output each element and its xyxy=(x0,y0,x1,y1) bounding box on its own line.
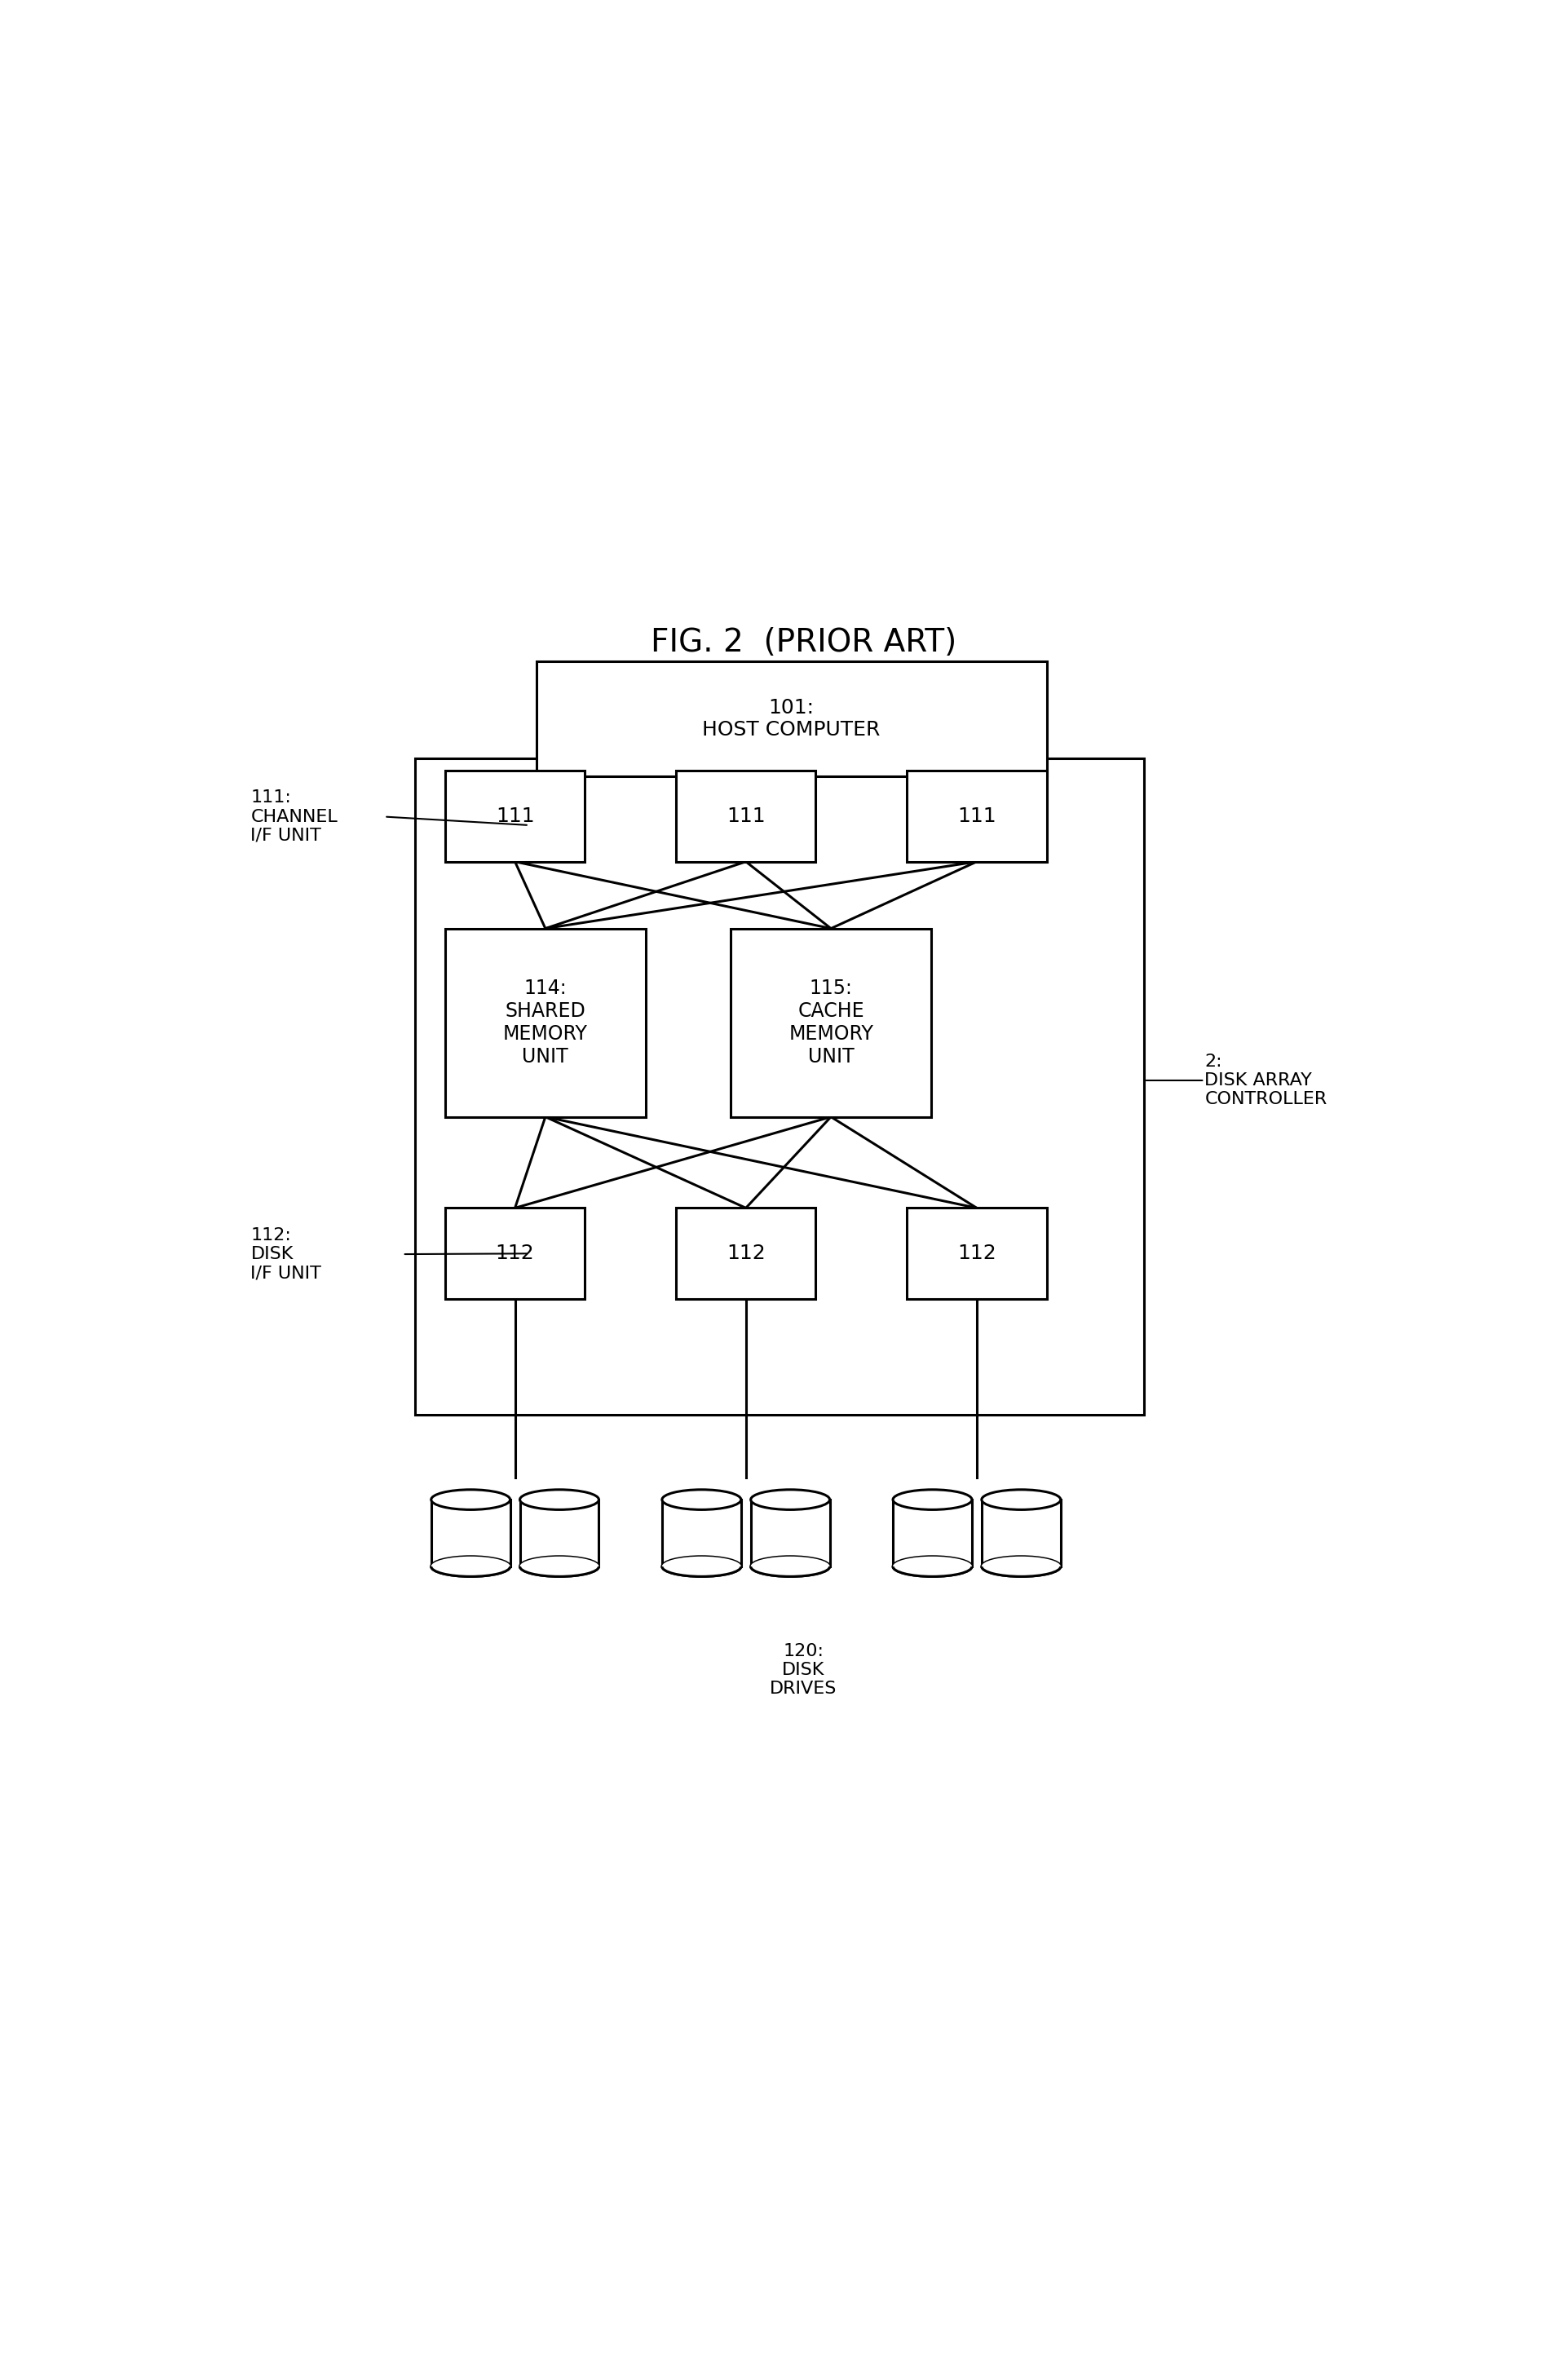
Ellipse shape xyxy=(662,1556,742,1577)
Bar xyxy=(676,770,815,862)
Text: 111:
CHANNEL
I/F UNIT: 111: CHANNEL I/F UNIT xyxy=(251,789,337,843)
Ellipse shape xyxy=(521,1489,599,1511)
Text: 112: 112 xyxy=(958,1243,996,1265)
Ellipse shape xyxy=(662,1489,742,1511)
Text: 111: 111 xyxy=(495,805,535,826)
Ellipse shape xyxy=(431,1489,510,1511)
Text: 2:
DISK ARRAY
CONTROLLER: 2: DISK ARRAY CONTROLLER xyxy=(1204,1054,1327,1108)
Ellipse shape xyxy=(521,1556,599,1577)
Ellipse shape xyxy=(751,1489,829,1511)
Bar xyxy=(731,928,931,1118)
Text: 111: 111 xyxy=(726,805,765,826)
Text: 101:
HOST COMPUTER: 101: HOST COMPUTER xyxy=(702,699,881,739)
Bar xyxy=(445,1208,585,1300)
Ellipse shape xyxy=(892,1556,972,1577)
Ellipse shape xyxy=(892,1489,972,1511)
Bar xyxy=(536,661,1047,777)
Ellipse shape xyxy=(892,1556,972,1577)
Ellipse shape xyxy=(751,1556,829,1577)
Text: 112: 112 xyxy=(726,1243,765,1265)
Bar xyxy=(445,770,585,862)
Text: FIG. 2  (PRIOR ART): FIG. 2 (PRIOR ART) xyxy=(651,628,956,658)
Ellipse shape xyxy=(982,1556,1060,1577)
Ellipse shape xyxy=(751,1556,829,1577)
Ellipse shape xyxy=(431,1556,510,1577)
Ellipse shape xyxy=(662,1556,742,1577)
Text: 120:
DISK
DRIVES: 120: DISK DRIVES xyxy=(770,1643,837,1698)
Ellipse shape xyxy=(431,1556,510,1577)
Ellipse shape xyxy=(521,1556,599,1577)
Bar xyxy=(416,758,1145,1414)
Text: 115:
CACHE
MEMORY
UNIT: 115: CACHE MEMORY UNIT xyxy=(789,978,873,1066)
Text: 112:
DISK
I/F UNIT: 112: DISK I/F UNIT xyxy=(251,1227,321,1281)
Bar xyxy=(906,1208,1047,1300)
Bar xyxy=(676,1208,815,1300)
Bar xyxy=(906,770,1047,862)
Ellipse shape xyxy=(982,1489,1060,1511)
Text: 114:
SHARED
MEMORY
UNIT: 114: SHARED MEMORY UNIT xyxy=(503,978,588,1066)
Text: 112: 112 xyxy=(495,1243,535,1265)
Ellipse shape xyxy=(982,1556,1060,1577)
Bar xyxy=(445,928,646,1118)
Text: 111: 111 xyxy=(958,805,996,826)
